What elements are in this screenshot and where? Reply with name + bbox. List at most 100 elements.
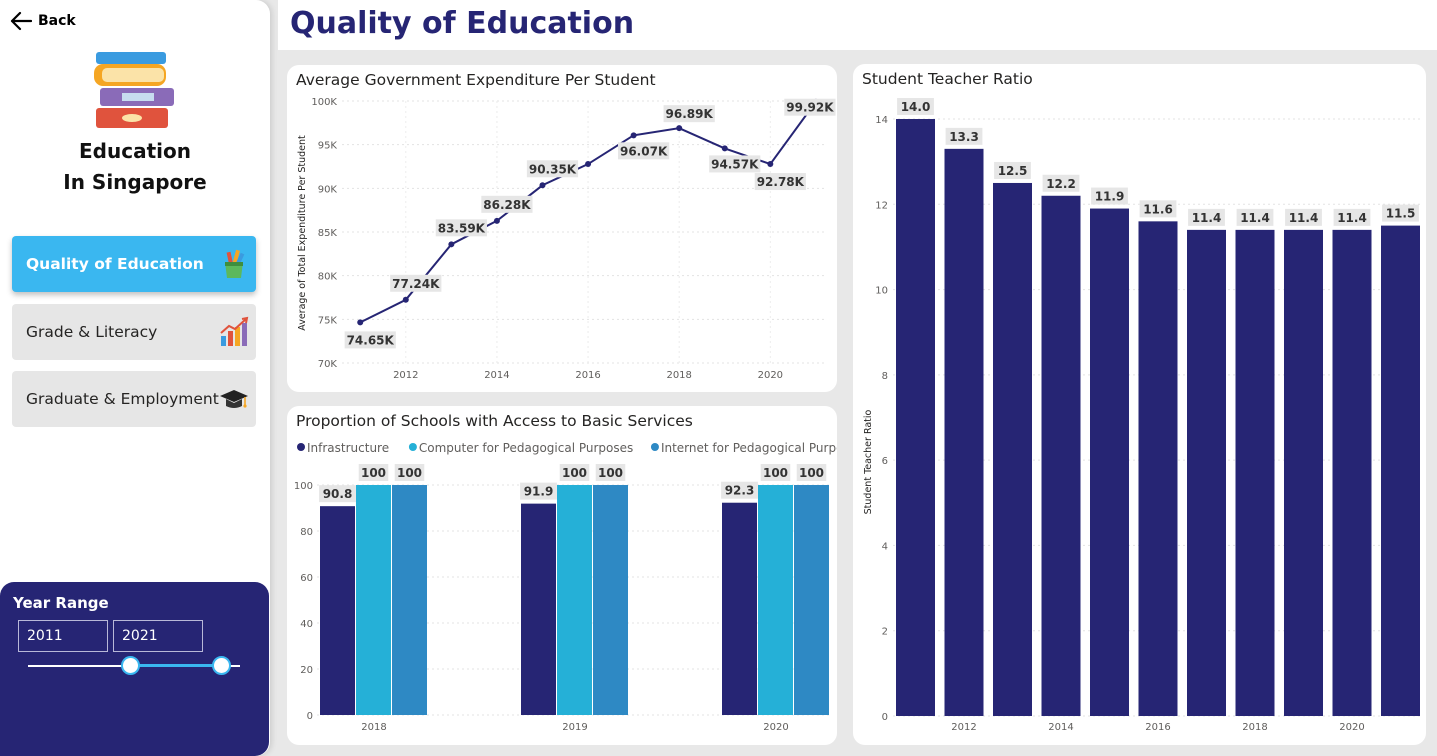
- data-label-bg: [390, 274, 442, 292]
- y-tick-label: 0: [882, 712, 888, 723]
- bar: [896, 119, 935, 716]
- app-title-line1: Education: [79, 139, 191, 163]
- y-tick-label: 40: [300, 619, 313, 630]
- data-label: 74.65K: [347, 333, 395, 347]
- data-label-bg: [319, 485, 356, 503]
- data-label-bg: [709, 155, 761, 173]
- bar: [557, 485, 592, 715]
- data-label-bg: [721, 481, 758, 499]
- data-label-bg: [1333, 208, 1371, 226]
- y-tick-label: 100: [294, 481, 313, 492]
- y-tick-label: 6: [882, 456, 888, 467]
- bar: [722, 502, 757, 715]
- data-label: 100: [562, 466, 587, 480]
- year-range-title: Year Range: [13, 594, 109, 612]
- x-tick-label: 2016: [1145, 722, 1170, 733]
- data-label-bg: [1236, 208, 1274, 226]
- x-tick-label: 2018: [666, 370, 691, 381]
- y-tick-label: 95K: [318, 141, 338, 152]
- data-label: 11.4: [1192, 211, 1222, 225]
- nav-grade-literacy[interactable]: Grade & Literacy: [12, 304, 256, 360]
- data-label-bg: [760, 464, 791, 481]
- data-label: 11.4: [1240, 211, 1270, 225]
- year-range-filter: Year Range 2011 2021: [0, 582, 269, 756]
- books-stack-icon: [94, 52, 174, 128]
- y-tick-label: 70K: [318, 359, 338, 370]
- data-label: 11.4: [1337, 211, 1367, 225]
- data-label: 12.5: [998, 164, 1028, 178]
- bar: [1041, 195, 1081, 716]
- nav-graduate-employment[interactable]: Graduate & Employment: [12, 371, 256, 427]
- data-label-bg: [559, 464, 590, 481]
- data-label: 92.78K: [757, 175, 805, 189]
- data-label: 100: [397, 466, 422, 480]
- y-tick-label: 75K: [318, 315, 338, 326]
- data-label: 94.57K: [711, 157, 759, 171]
- bar-chart-icon: [220, 316, 249, 346]
- data-label: 11.4: [1289, 211, 1319, 225]
- data-point: [357, 319, 364, 326]
- arrow-left-icon: [10, 11, 32, 31]
- ratio-chart-card: Student Teacher Ratio 0 2 4 6 8 10 12 14 Student…: [853, 64, 1426, 745]
- bar: [1332, 229, 1372, 716]
- bar: [993, 182, 1032, 716]
- bar: [392, 485, 427, 715]
- bar: [593, 485, 628, 715]
- y-tick-label: 80: [300, 527, 313, 538]
- data-label: 91.9: [524, 485, 554, 499]
- y-tick-label: 2: [882, 627, 888, 638]
- data-label-bg: [1188, 208, 1225, 226]
- header-bar: [278, 0, 1437, 50]
- nav-label: Grade & Literacy: [26, 323, 158, 341]
- nav-label: Graduate & Employment: [26, 390, 219, 408]
- y-tick-label: 60: [300, 573, 313, 584]
- back-button[interactable]: Back: [10, 8, 76, 34]
- data-label: 14.0: [901, 100, 931, 114]
- nav-label: Quality of Education: [26, 255, 204, 273]
- bar: [1138, 221, 1178, 717]
- bar: [1381, 225, 1420, 716]
- data-label-bg: [796, 464, 827, 481]
- chart-title: Average Government Expenditure Per Stude…: [296, 71, 656, 89]
- data-label-bg: [1091, 187, 1128, 205]
- data-point: [493, 217, 500, 224]
- data-label-bg: [618, 142, 670, 160]
- x-tick-label: 2020: [758, 370, 783, 381]
- data-point: [767, 161, 774, 168]
- app-title: Education In Singapore: [0, 136, 270, 198]
- app-title-line2: In Singapore: [63, 170, 207, 194]
- data-label-bg: [344, 331, 396, 349]
- data-label-bg: [1382, 204, 1419, 222]
- data-label-bg: [784, 98, 836, 116]
- bar: [1187, 229, 1226, 716]
- slider-end-handle[interactable]: [212, 656, 231, 675]
- data-label: 90.35K: [529, 162, 577, 176]
- y-tick-label: 12: [875, 200, 888, 211]
- nav-quality-of-education[interactable]: Quality of Education: [12, 236, 256, 292]
- bar: [1235, 229, 1275, 716]
- data-label: 96.07K: [620, 144, 668, 158]
- data-label: 12.2: [1046, 177, 1076, 191]
- slider-range-fill: [130, 664, 222, 667]
- x-tick-label: 2018: [361, 722, 386, 733]
- back-label: Back: [38, 13, 76, 29]
- end-year-input[interactable]: 2021: [113, 620, 203, 652]
- services-chart-card: Proportion of Schools with Access to Bas…: [287, 406, 837, 745]
- legend-marker: [297, 443, 305, 451]
- bar: [944, 148, 984, 717]
- x-tick-label: 2016: [575, 370, 600, 381]
- legend-marker: [650, 443, 659, 451]
- y-axis-label: Average of Total Expenditure Per Student: [297, 135, 308, 331]
- start-year-input[interactable]: 2011: [18, 620, 108, 652]
- chart-title: Proportion of Schools with Access to Bas…: [296, 412, 693, 430]
- expenditure-line-chart: 70K 75K 80K 85K 90K 95K 100K 2012 2014 2016 2018 20…: [297, 97, 836, 381]
- x-tick-label: 2014: [1048, 722, 1073, 733]
- legend-label: Computer for Pedagogical Purposes: [419, 441, 633, 455]
- data-label-bg: [435, 219, 487, 237]
- y-tick-label: 14: [875, 115, 888, 126]
- x-tick-label: 2019: [562, 722, 587, 733]
- data-label: 100: [763, 466, 788, 480]
- data-point: [585, 161, 592, 168]
- slider-start-handle[interactable]: [121, 656, 140, 675]
- y-tick-label: 90K: [318, 184, 338, 195]
